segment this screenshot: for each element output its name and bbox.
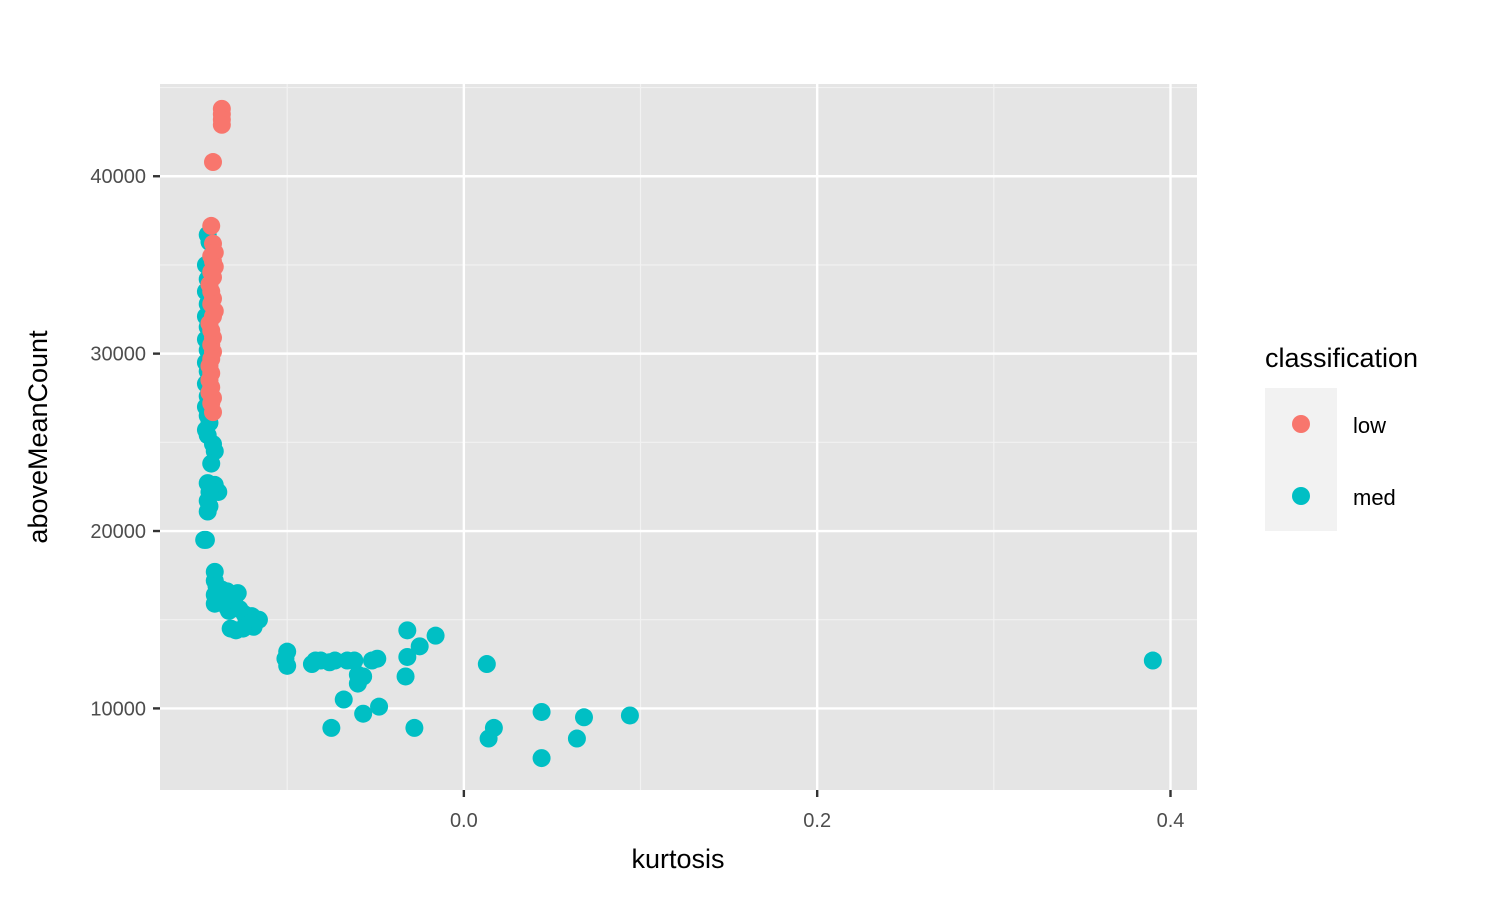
data-point-med [202, 454, 221, 473]
data-point-low [203, 403, 222, 422]
data-point-med [620, 706, 639, 725]
data-point-med [196, 530, 215, 549]
x-axis-title: kurtosis [631, 844, 724, 874]
data-point-med [532, 702, 551, 721]
data-point-med [334, 690, 353, 709]
data-point-med [325, 651, 344, 670]
y-tick-label: 20000 [90, 521, 146, 543]
data-point-med [354, 704, 373, 723]
legend-key-med [1292, 487, 1310, 505]
major-grid [160, 84, 1197, 790]
x-tick-label: 0.4 [1157, 810, 1185, 832]
data-point-low [202, 216, 221, 235]
data-point-med [322, 718, 341, 737]
data-point-med [198, 502, 217, 521]
data-point-med [398, 647, 417, 666]
data-point-med [532, 749, 551, 768]
minor-grid [160, 84, 1197, 790]
y-axis: 10000 20000 30000 40000 [90, 166, 160, 720]
data-point-med [477, 655, 496, 674]
panel-background [160, 84, 1197, 790]
data-point-med [345, 651, 364, 670]
data-point-med [354, 667, 373, 686]
legend: classification low med [1265, 343, 1418, 531]
y-axis-title: aboveMeanCount [23, 330, 53, 544]
data-point-low [212, 115, 231, 134]
data-point-low [203, 153, 222, 172]
x-tick-label: 0.2 [803, 810, 831, 832]
data-point-med [484, 718, 503, 737]
data-point-med [567, 729, 586, 748]
x-axis: 0.0 0.2 0.4 [450, 790, 1184, 832]
data-point-med [278, 656, 297, 675]
data-point-med [221, 619, 240, 638]
y-tick-label: 40000 [90, 166, 146, 188]
data-point-med [1143, 651, 1162, 670]
y-tick-label: 10000 [90, 698, 146, 720]
data-point-med [426, 626, 445, 645]
data-point-med [410, 637, 429, 656]
data-point-med [405, 718, 424, 737]
legend-key-low [1292, 415, 1310, 433]
legend-title: classification [1265, 343, 1418, 373]
data-point-med [396, 667, 415, 686]
data-point-med [368, 649, 387, 668]
y-tick-label: 30000 [90, 344, 146, 366]
data-point-med [574, 708, 593, 727]
x-tick-label: 0.0 [450, 810, 478, 832]
data-point-med [370, 697, 389, 716]
legend-label-med: med [1353, 485, 1396, 510]
legend-label-low: low [1353, 413, 1386, 438]
data-points [195, 99, 1162, 768]
legend-key-background [1265, 388, 1337, 531]
data-point-med [398, 621, 417, 640]
